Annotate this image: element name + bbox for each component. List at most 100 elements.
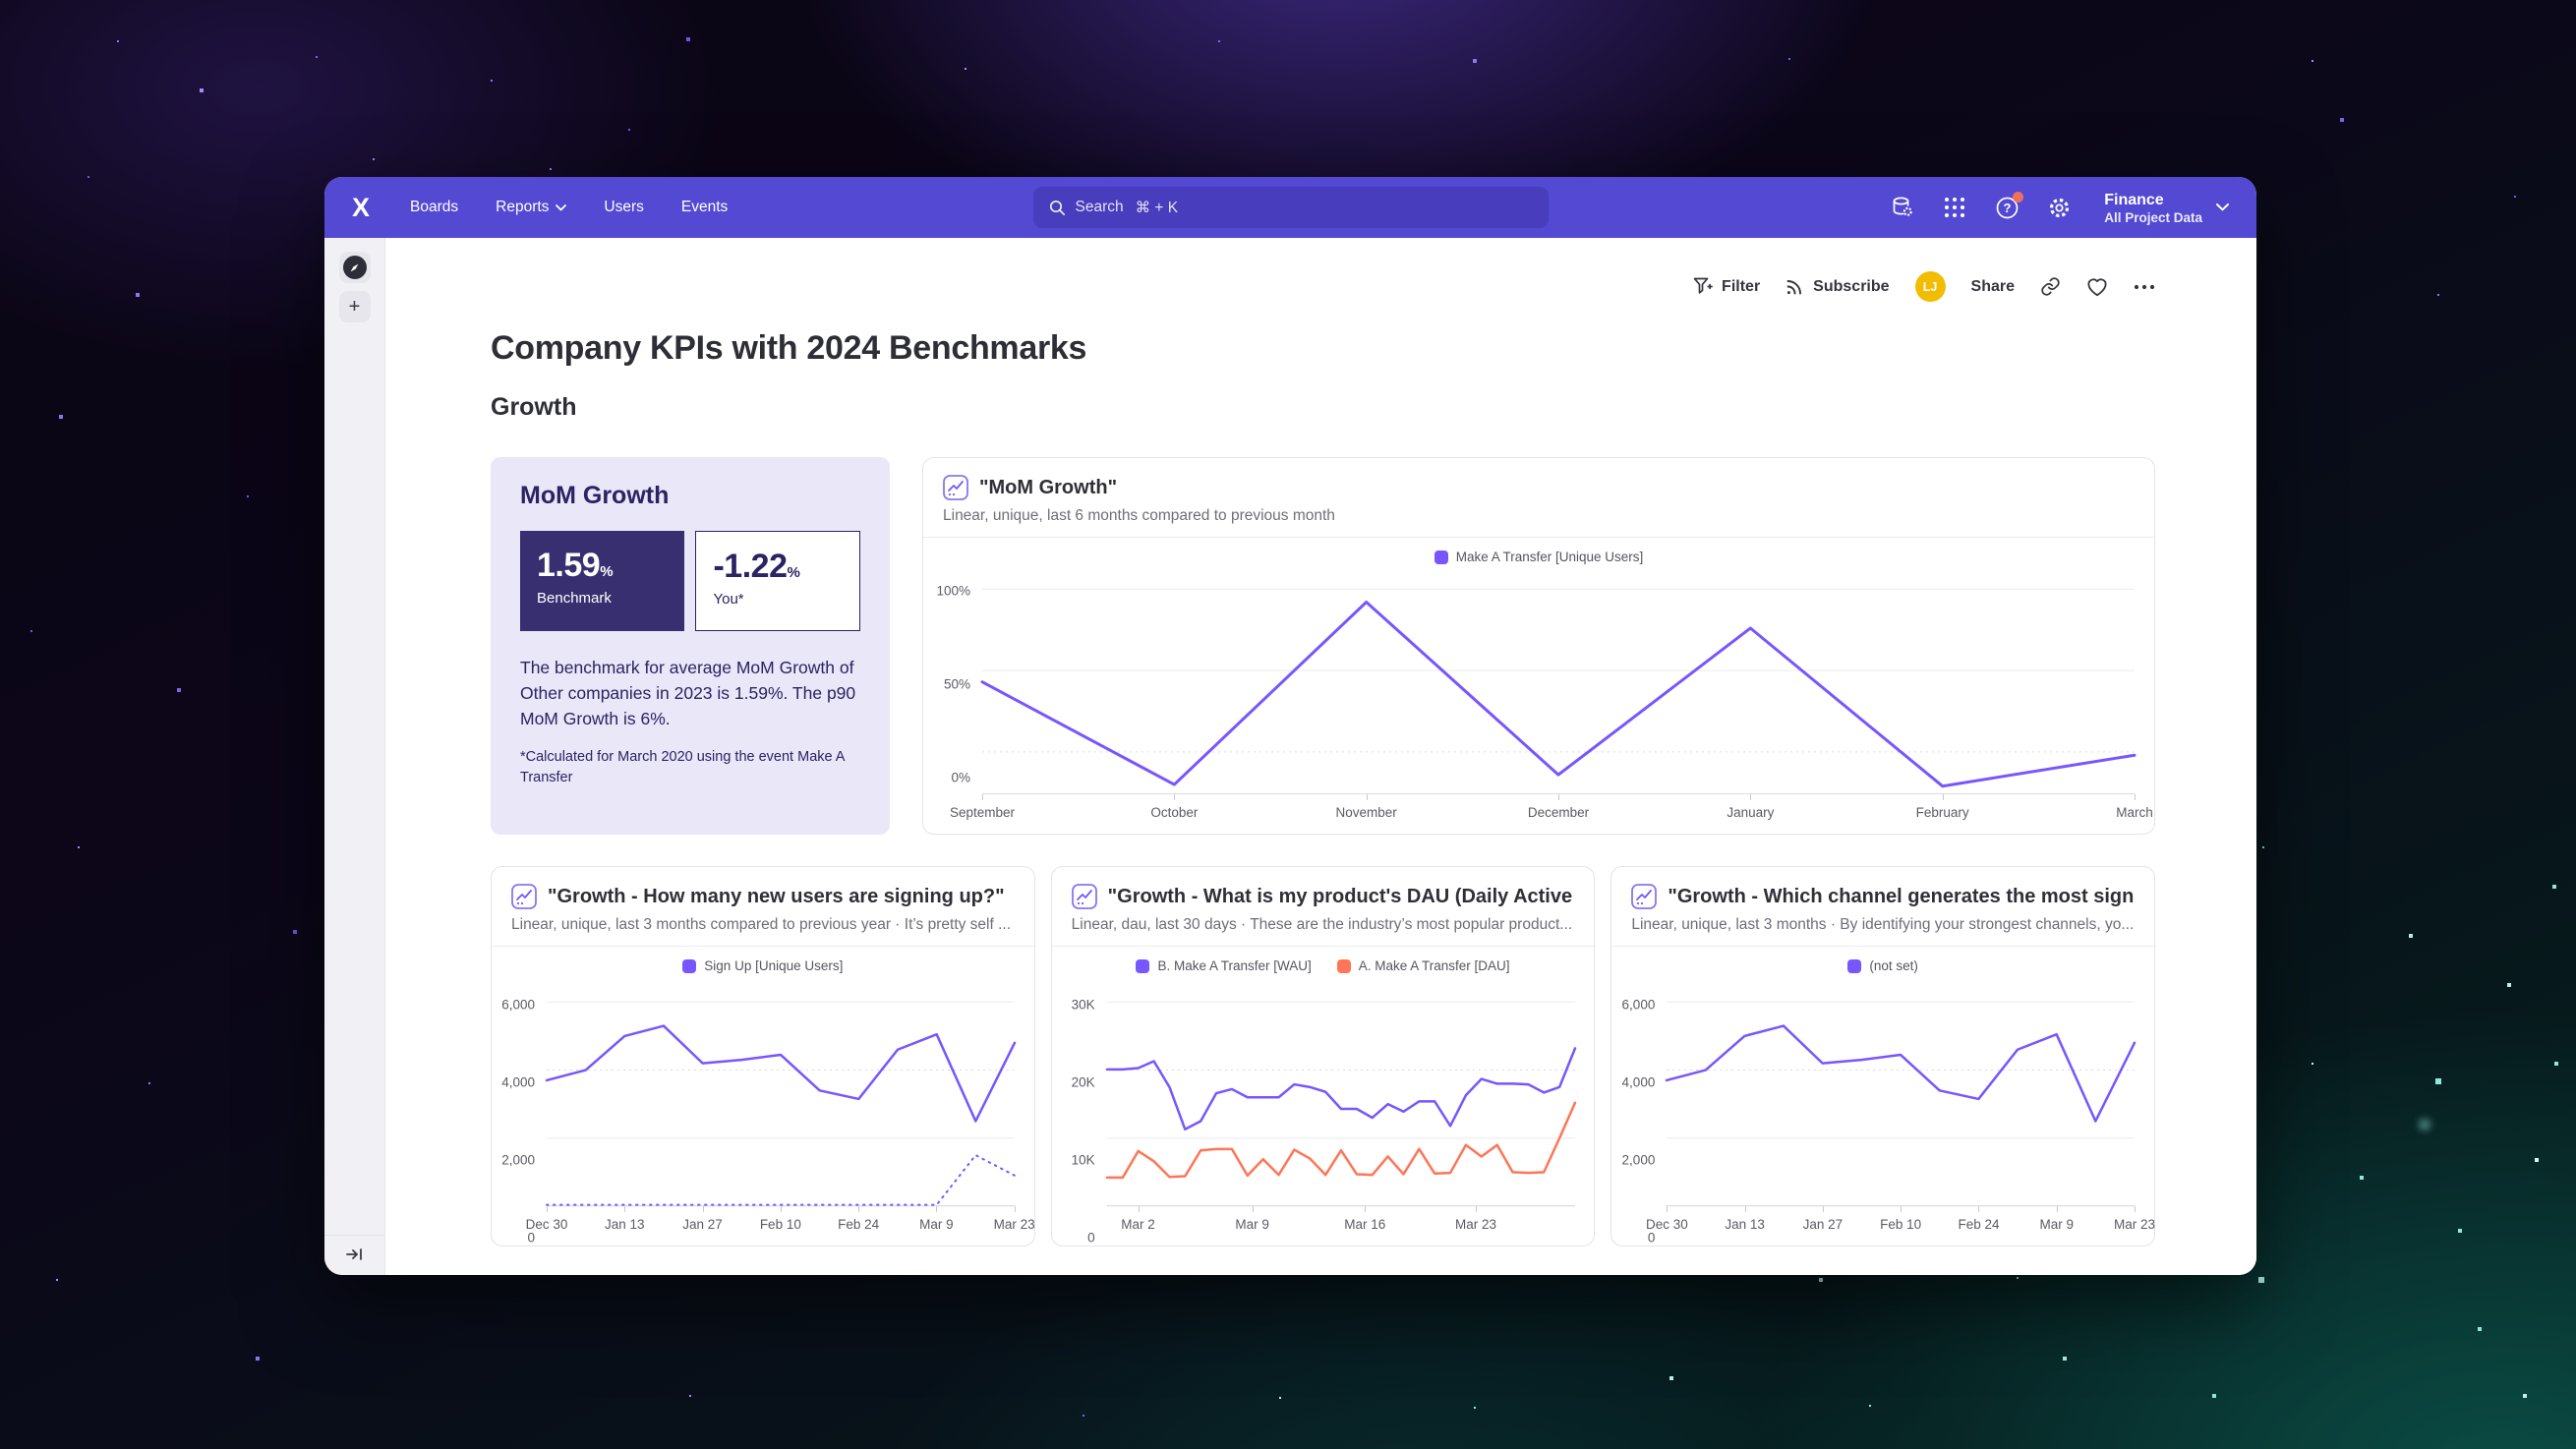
x-tick-label: February	[1915, 805, 1969, 820]
page-title: Company KPIs with 2024 Benchmarks	[491, 329, 1087, 367]
y-tick-label: 20K	[1071, 1074, 1095, 1090]
x-tick-label: Jan 13	[605, 1217, 645, 1232]
data-management-icon[interactable]	[1890, 195, 1915, 220]
you-label: You*	[713, 591, 744, 608]
project-switcher[interactable]: Finance All Project Data	[2104, 191, 2229, 225]
search-icon	[1049, 200, 1065, 215]
board-content: Filter Subscribe LJ Share	[385, 238, 2256, 1275]
x-tick	[624, 1206, 626, 1212]
top-nav: X Boards Reports Users Events Search ⌘ +…	[324, 177, 2256, 238]
benchmark-label: Benchmark	[537, 590, 612, 607]
x-tick	[1174, 794, 1176, 800]
svg-text:?: ?	[2003, 201, 2011, 215]
x-tick-label: January	[1727, 805, 1775, 820]
y-tick-label: 50%	[943, 676, 970, 692]
heart-icon	[2087, 277, 2107, 296]
chart-subtitle: Linear, unique, last 3 months compared t…	[511, 916, 1012, 933]
nav-item-reports-label: Reports	[496, 199, 550, 215]
nav-item-boards[interactable]: Boards	[410, 199, 459, 215]
y-tick-label: 0	[1647, 1230, 1656, 1246]
legend-label: Sign Up [Unique Users]	[704, 958, 844, 973]
subscribe-button[interactable]: Subscribe	[1786, 277, 1890, 296]
y-tick-label: 2,000	[1621, 1152, 1656, 1168]
y-tick-label: 0	[1087, 1230, 1095, 1246]
x-tick	[1558, 794, 1559, 800]
legend-swatch	[1434, 550, 1448, 564]
settings-gear-icon[interactable]	[2046, 195, 2072, 220]
y-tick-label: 10K	[1071, 1152, 1095, 1168]
chart-card-dau: "Growth - What is my product's DAU (Dail…	[1050, 866, 1596, 1246]
x-tick-label: December	[1527, 805, 1590, 820]
legend-label: (not set)	[1869, 958, 1918, 973]
search-input[interactable]: Search ⌘ + K	[1032, 187, 1549, 228]
legend-item[interactable]: Sign Up [Unique Users]	[682, 958, 843, 973]
chart-card-header[interactable]: "MoM Growth" Linear, unique, last 6 mont…	[923, 458, 2154, 538]
nav-item-events[interactable]: Events	[680, 199, 729, 215]
y-tick-label: 4,000	[1621, 1074, 1656, 1090]
line-chart-icon	[511, 884, 537, 909]
x-tick	[1901, 1206, 1903, 1212]
x-axis-labels: Dec 30 Jan 13 Jan 27 Feb 10 Feb 24 Mar 9 Mar 2…	[1646, 1206, 2155, 1238]
nav-item-reports[interactable]: Reports	[496, 199, 567, 216]
x-tick-label: Mar 23	[1454, 1217, 1496, 1232]
copy-link-button[interactable]	[2040, 276, 2061, 297]
legend-item[interactable]: A. Make A Transfer [DAU]	[1336, 958, 1510, 973]
y-tick-label: 100%	[936, 583, 970, 599]
chart-card-header[interactable]: "Growth - What is my product's DAU (Dail…	[1051, 867, 1595, 947]
x-tick-label: Feb 24	[838, 1217, 880, 1232]
x-tick-label: Feb 10	[1880, 1217, 1922, 1232]
x-tick-label: Mar 23	[993, 1217, 1035, 1232]
help-icon[interactable]: ?	[1994, 192, 2024, 220]
discover-boards-button[interactable]	[338, 252, 371, 283]
filter-icon	[1693, 277, 1713, 294]
chart-title: "Growth - How many new users are signing…	[548, 885, 1005, 907]
chart-card-header[interactable]: "Growth - Which channel generates the mo…	[1611, 867, 2155, 947]
chart-card-header[interactable]: "Growth - How many new users are signing…	[492, 867, 1034, 947]
mixpanel-logo[interactable]: X	[352, 192, 372, 222]
x-tick-label: Mar 16	[1344, 1217, 1386, 1232]
x-tick	[780, 1206, 782, 1212]
x-tick	[702, 1206, 704, 1212]
more-options-button[interactable]	[2134, 284, 2155, 290]
line-chart-icon	[943, 475, 968, 500]
filter-label: Filter	[1722, 277, 1761, 295]
y-tick-label: 0	[527, 1230, 535, 1246]
legend-swatch	[682, 958, 697, 973]
benchmark-unit: %	[600, 563, 614, 580]
chart-subtitle: Linear, unique, last 3 months · By ident…	[1631, 916, 2135, 933]
filter-button[interactable]: Filter	[1693, 277, 1760, 296]
legend-item[interactable]: (not set)	[1847, 958, 1918, 973]
plus-icon: +	[348, 296, 361, 318]
app-window: X Boards Reports Users Events Search ⌘ +…	[324, 177, 2256, 1275]
legend-item[interactable]: B. Make A Transfer [WAU]	[1136, 958, 1312, 973]
x-tick	[1667, 1206, 1669, 1212]
x-tick	[1014, 1206, 1016, 1212]
avatar[interactable]: LJ	[1914, 271, 1946, 302]
x-tick	[2135, 794, 2136, 800]
nav-item-users[interactable]: Users	[604, 199, 644, 215]
chart-card-channels: "Growth - Which channel generates the mo…	[1610, 866, 2155, 1246]
legend-label: A. Make A Transfer [DAU]	[1358, 958, 1510, 973]
new-board-button[interactable]: +	[338, 291, 371, 322]
chevron-down-icon	[556, 203, 567, 210]
you-stat: -1.22% You*	[695, 531, 860, 631]
x-tick	[1822, 1206, 1824, 1212]
x-tick-label: Mar 9	[919, 1217, 954, 1232]
x-tick-label: Mar 2	[1121, 1217, 1155, 1232]
expand-sidebar-button[interactable]	[345, 1247, 364, 1261]
chart-legend: (not set)	[1611, 947, 2154, 975]
chart-title: "MoM Growth"	[979, 476, 1118, 498]
x-tick-label: October	[1150, 805, 1199, 820]
left-rail: +	[324, 238, 385, 1275]
x-tick-label: Feb 24	[1958, 1217, 2000, 1232]
share-button[interactable]: Share	[1971, 278, 2015, 296]
apps-grid-icon[interactable]	[1942, 195, 1967, 220]
benchmark-card-title: MoM Growth	[520, 482, 670, 509]
x-tick	[1942, 794, 1944, 800]
line-chart-icon	[1631, 884, 1658, 909]
legend-item[interactable]: Make A Transfer [Unique Users]	[1434, 550, 1643, 564]
line-chart-icon	[1071, 884, 1097, 909]
benchmark-value: 1.59	[537, 547, 601, 584]
favorite-button[interactable]	[2086, 277, 2108, 297]
x-tick	[982, 794, 983, 800]
